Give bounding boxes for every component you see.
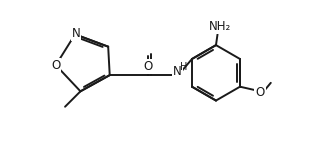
Text: N: N bbox=[173, 65, 182, 78]
Text: O: O bbox=[256, 86, 265, 99]
Text: NH₂: NH₂ bbox=[209, 20, 231, 33]
Text: H: H bbox=[180, 62, 187, 72]
Text: O: O bbox=[51, 59, 61, 72]
Text: O: O bbox=[144, 60, 153, 73]
Text: N: N bbox=[71, 27, 80, 40]
